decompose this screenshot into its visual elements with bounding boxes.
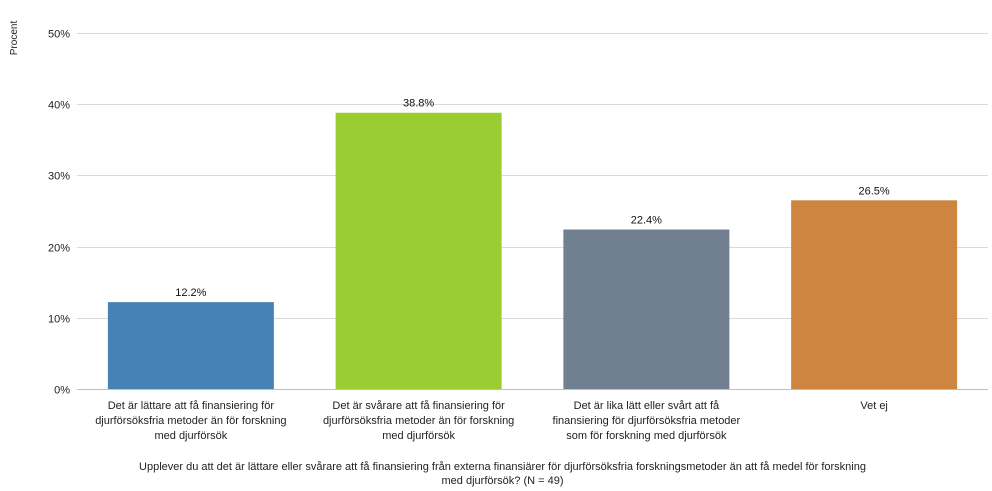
category-label: Det är lättare att få finansiering för dj… [95,400,286,442]
category-labels: Det är lättare att få finansiering för dj… [95,400,888,442]
x-axis-title: Upplever du att det är lättare eller svå… [139,461,866,487]
y-tick-label: 40% [48,100,70,112]
category-label-line: djurförsöksfria metoder än för forskning [323,415,514,427]
y-tick-label: 50% [48,29,70,41]
category-label-line: djurförsöksfria metoder än för forskning [95,415,286,427]
bars [107,112,958,389]
bar [107,302,274,389]
category-label-line: med djurförsök [154,430,227,442]
bar [335,112,502,389]
category-label: Det är svårare att få finansiering för dj… [323,400,514,442]
category-label-line: Det är lättare att få finansiering för [108,400,275,412]
y-tick-label: 0% [54,385,70,397]
bar [791,200,958,389]
category-label-line: finansiering för djurförsöksfria metoder [553,415,741,427]
category-label-line: Vet ej [860,400,888,412]
x-axis-title-text: Upplever du att det är lättare eller svå… [139,461,866,487]
x-axis-title-line: Upplever du att det är lättare eller svå… [139,461,866,473]
category-label: Det är lika lätt eller svårt att få finan… [553,400,741,442]
bar-data-label: 12.2% [175,287,206,299]
category-label-line: Det är svårare att få finansiering för [332,400,505,412]
y-tick-label: 20% [48,243,70,255]
data-labels: 12.2% 38.8% 22.4% 26.5% [175,98,890,299]
category-label-line: med djurförsök [382,430,455,442]
category-label-line: som för forskning med djurförsök [566,430,727,442]
y-tick-label: 10% [48,314,70,326]
x-axis-title-line: med djurförsök? (N = 49) [442,475,564,487]
bar-data-label: 26.5% [859,185,890,197]
y-tick-label: 30% [48,171,70,183]
y-axis-title: Procent [9,21,20,56]
category-label-line: Det är lika lätt eller svårt att få [574,400,720,412]
bar-data-label: 38.8% [403,98,434,110]
category-label: Vet ej [860,400,888,412]
bar [563,229,730,389]
bar-data-label: 22.4% [631,215,662,227]
y-axis-ticks: 0% 10% 20% 30% 40% 50% [48,29,70,397]
